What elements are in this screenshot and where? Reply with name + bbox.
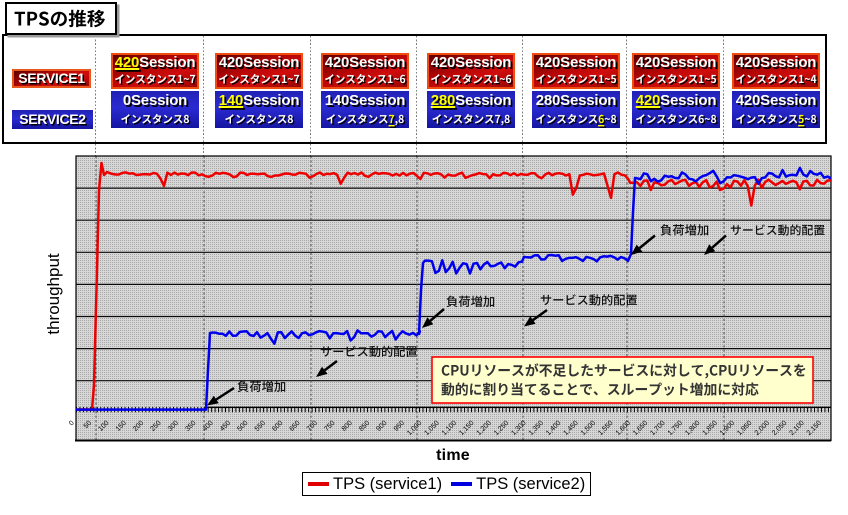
svg-text:0: 0 (68, 420, 76, 428)
svg-text:50: 50 (83, 420, 94, 431)
